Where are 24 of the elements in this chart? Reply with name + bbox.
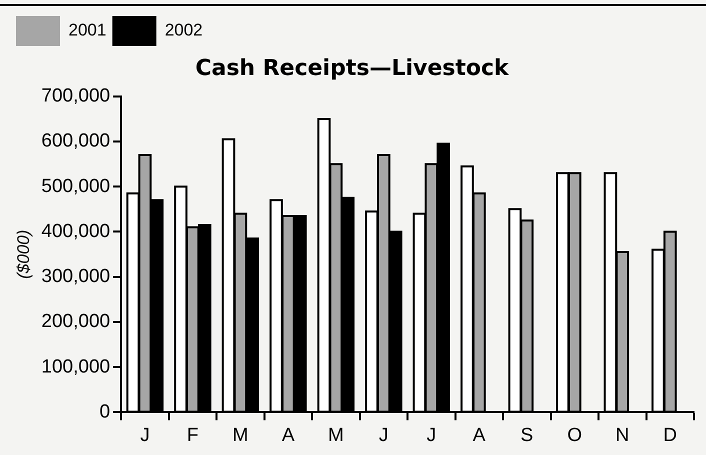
x-tick-label: A: [282, 424, 295, 446]
y-tick-label: 0: [100, 401, 110, 422]
x-tick-label: J: [140, 424, 150, 446]
x-tick-label: O: [567, 424, 582, 446]
x-tick-label: M: [232, 424, 248, 446]
x-tick-label: J: [426, 424, 436, 446]
x-tick-label: N: [616, 424, 630, 446]
x-tick-label: J: [378, 424, 388, 446]
y-tick-label: 100,000: [41, 356, 110, 378]
x-tick-label: D: [663, 424, 677, 446]
chart-title: Cash Receipts—Livestock: [195, 56, 510, 81]
y-tick-label: 400,000: [41, 220, 110, 242]
y-tick-label: 700,000: [41, 86, 110, 107]
x-tick-label: M: [328, 424, 344, 446]
y-tick-label: 200,000: [41, 311, 110, 332]
x-tick-label: F: [186, 424, 198, 446]
y-axis-title: ($000): [14, 230, 33, 279]
y-tick-label: 600,000: [41, 130, 110, 152]
legend-label: 2001: [68, 20, 106, 40]
y-tick-label: 300,000: [41, 266, 110, 288]
x-tick-label: A: [472, 424, 486, 446]
y-tick-label: 500,000: [41, 176, 110, 197]
x-tick-label: S: [520, 424, 534, 446]
legend-label: 2002: [164, 20, 203, 40]
